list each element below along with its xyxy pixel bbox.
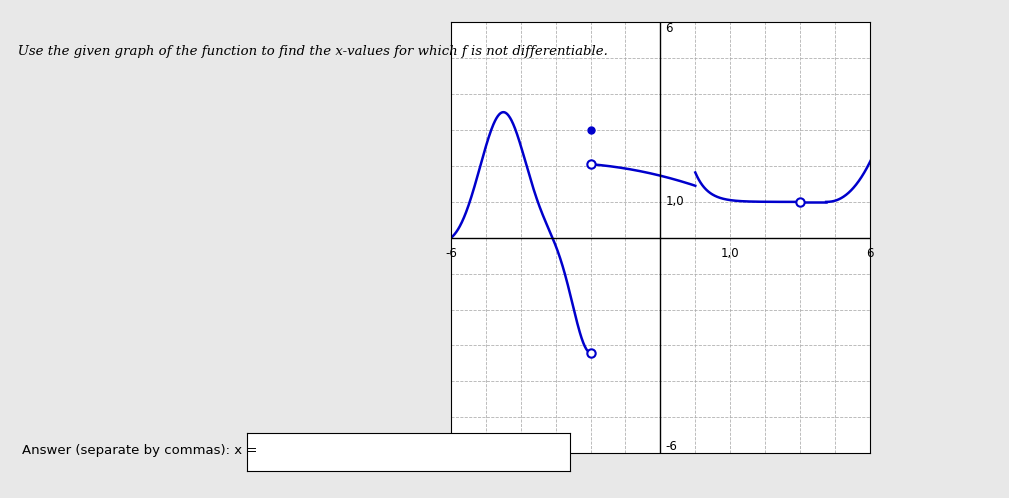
Text: -6: -6 bbox=[666, 440, 677, 453]
Text: Answer (separate by commas): x =: Answer (separate by commas): x = bbox=[22, 444, 257, 457]
Text: -6: -6 bbox=[445, 247, 457, 260]
Text: 6: 6 bbox=[866, 247, 874, 260]
Text: 6: 6 bbox=[666, 22, 673, 35]
Text: 1,0: 1,0 bbox=[720, 247, 740, 260]
Text: Use the given graph of the function to find the x-values for which f is not diff: Use the given graph of the function to f… bbox=[5, 45, 607, 58]
Text: 1,0: 1,0 bbox=[666, 195, 684, 208]
